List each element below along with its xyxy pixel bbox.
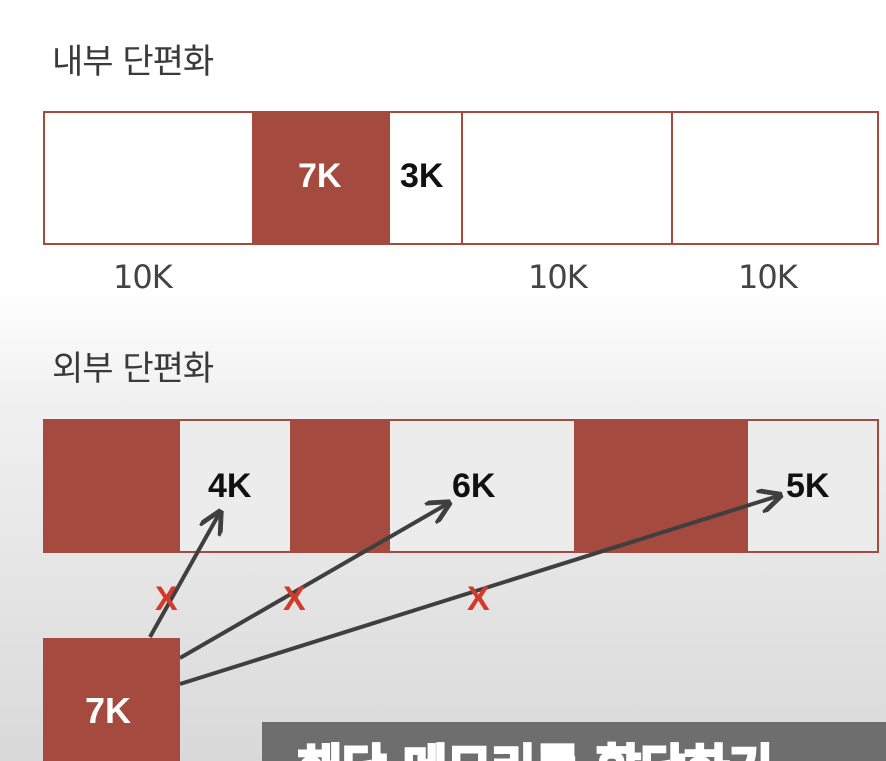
hole-5k: 5K xyxy=(748,421,877,551)
hole-4k: 4K xyxy=(180,421,290,551)
hole-6k: 6K xyxy=(390,421,574,551)
process-7k-label: 7K xyxy=(85,690,132,731)
x-mark-2: X xyxy=(283,580,306,618)
subtitle-text: 해당 메모리를 할당하기 xyxy=(296,728,774,761)
partition-size-label-1: 10K xyxy=(113,258,173,296)
used-block-1 xyxy=(45,421,180,551)
x-mark-3: X xyxy=(467,580,490,618)
process-7k-block: 7K xyxy=(43,638,180,761)
partition-3 xyxy=(461,113,671,243)
x-mark-1: X xyxy=(155,580,178,618)
arrow-to-6k xyxy=(179,504,447,660)
internal-leftover-3k: 3K xyxy=(390,113,461,243)
internal-fragmentation-title: 내부 단편화 xyxy=(52,42,214,82)
partition-size-label-3: 10K xyxy=(738,258,798,296)
arrow-to-5k xyxy=(179,496,778,686)
hole-4k-label: 4K xyxy=(208,467,252,505)
subtitle-caption: 해당 메모리를 할당하기 xyxy=(262,722,886,761)
hole-6k-label: 6K xyxy=(452,467,496,505)
internal-memory-bar: 7K 3K xyxy=(43,111,879,245)
partition-size-label-2: 10K xyxy=(528,258,588,296)
external-memory-bar: 4K 6K 5K xyxy=(43,419,879,553)
hole-5k-label: 5K xyxy=(786,467,830,505)
external-fragmentation-title: 외부 단편화 xyxy=(52,349,214,389)
allocated-7k: 7K xyxy=(252,113,390,243)
leftover-3k-label: 3K xyxy=(400,157,444,195)
used-block-2 xyxy=(290,421,390,551)
partition-1 xyxy=(45,113,252,243)
allocated-7k-label: 7K xyxy=(298,157,342,195)
partition-4 xyxy=(671,113,877,243)
arrow-to-4k xyxy=(148,514,219,638)
used-block-3 xyxy=(574,421,748,551)
